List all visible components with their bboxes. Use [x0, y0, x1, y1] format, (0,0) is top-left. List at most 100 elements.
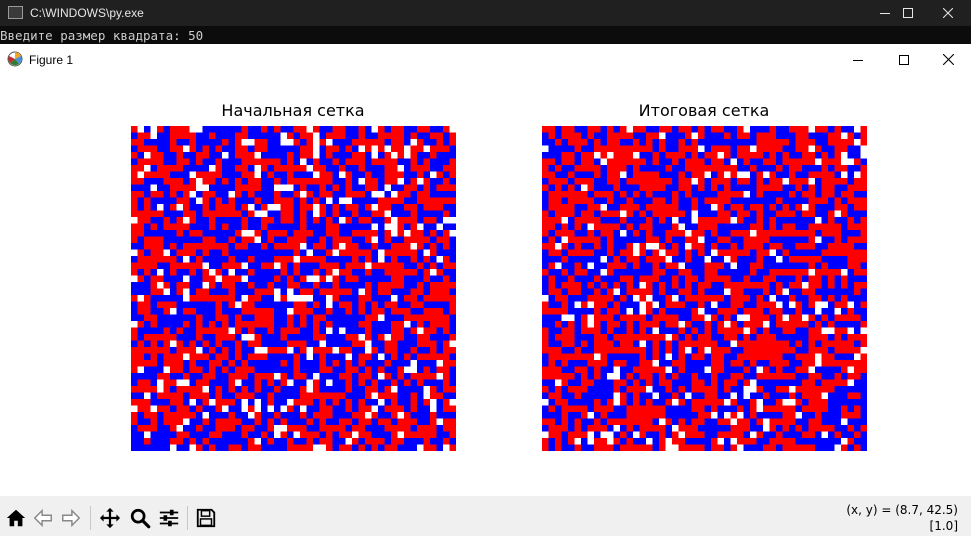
heatmap-cell	[137, 353, 144, 360]
heatmap-cell	[815, 373, 822, 380]
heatmap-cell	[691, 249, 698, 256]
heatmap-cell	[391, 171, 398, 178]
heatmap-cell	[685, 230, 692, 237]
heatmap-cell	[685, 321, 692, 328]
heatmap-cell	[639, 327, 646, 334]
heatmap-cell	[841, 217, 848, 224]
heatmap-cell	[821, 392, 828, 399]
figure-minimize-button[interactable]	[835, 44, 881, 75]
heatmap-cell	[568, 126, 575, 133]
heatmap-cell	[639, 386, 646, 393]
heatmap-cell	[157, 379, 164, 386]
heatmap-cell	[410, 425, 417, 432]
heatmap-cell	[209, 425, 216, 432]
heatmap-cell	[176, 295, 183, 302]
heatmap-cell	[378, 399, 385, 406]
heatmap-cell	[183, 139, 190, 146]
heatmap-cell	[397, 171, 404, 178]
heatmap-cell	[287, 262, 294, 269]
heatmap-cell	[300, 275, 307, 282]
heatmap-cell	[808, 197, 815, 204]
heatmap-cell	[339, 256, 346, 263]
heatmap-cell	[449, 269, 456, 276]
heatmap-cell	[222, 217, 229, 224]
heatmap-cell	[157, 249, 164, 256]
heatmap-cell	[300, 230, 307, 237]
heatmap-cell	[254, 373, 261, 380]
heatmap-cell	[241, 139, 248, 146]
heatmap-cell	[691, 314, 698, 321]
heatmap-cell	[293, 152, 300, 159]
heatmap-cell	[430, 204, 437, 211]
heatmap-cell	[131, 386, 138, 393]
heatmap-cell	[170, 379, 177, 386]
heatmap-cell	[587, 139, 594, 146]
heatmap-cell	[691, 139, 698, 146]
heatmap-cell	[665, 444, 672, 451]
figure-close-button[interactable]	[925, 44, 971, 75]
console-maximize-button[interactable]	[885, 0, 931, 26]
heatmap-initial-grid[interactable]	[131, 126, 456, 451]
heatmap-cell	[542, 243, 549, 250]
heatmap-cell	[613, 243, 620, 250]
heatmap-cell	[410, 308, 417, 315]
heatmap-cell	[802, 412, 809, 419]
heatmap-cell	[724, 197, 731, 204]
heatmap-cell	[137, 126, 144, 133]
heatmap-cell	[209, 152, 216, 159]
heatmap-cell	[685, 308, 692, 315]
heatmap-cell	[235, 256, 242, 263]
heatmap-cell	[756, 210, 763, 217]
figure-maximize-button[interactable]	[881, 44, 927, 75]
heatmap-final-grid[interactable]	[542, 126, 867, 451]
heatmap-cell	[436, 314, 443, 321]
heatmap-cell	[248, 243, 255, 250]
heatmap-cell	[652, 132, 659, 139]
heatmap-cell	[235, 236, 242, 243]
heatmap-cell	[730, 191, 737, 198]
heatmap-cell	[228, 347, 235, 354]
heatmap-cell	[769, 379, 776, 386]
heatmap-cell	[594, 165, 601, 172]
figure-canvas[interactable]: Начальная сетка Итоговая сетка	[0, 75, 971, 496]
close-icon	[942, 54, 954, 65]
heatmap-cell	[574, 425, 581, 432]
heatmap-cell	[711, 438, 718, 445]
heatmap-cell	[449, 392, 456, 399]
heatmap-cell	[365, 347, 372, 354]
heatmap-cell	[613, 373, 620, 380]
heatmap-cell	[378, 431, 385, 438]
console-minimize-button[interactable]	[862, 0, 908, 26]
heatmap-cell	[261, 379, 268, 386]
heatmap-cell	[847, 269, 854, 276]
heatmap-cell	[802, 308, 809, 315]
heatmap-cell	[267, 379, 274, 386]
heatmap-cell	[131, 184, 138, 191]
heatmap-cell	[449, 217, 456, 224]
heatmap-cell	[548, 360, 555, 367]
heatmap-cell	[795, 379, 802, 386]
heatmap-cell	[854, 438, 861, 445]
heatmap-cell	[555, 438, 562, 445]
figure-titlebar[interactable]: Figure 1	[0, 44, 971, 75]
heatmap-cell	[261, 295, 268, 302]
heatmap-cell	[795, 184, 802, 191]
heatmap-cell	[776, 217, 783, 224]
heatmap-cell	[646, 314, 653, 321]
console-close-button[interactable]	[925, 0, 971, 26]
heatmap-cell	[743, 392, 750, 399]
heatmap-cell	[646, 412, 653, 419]
heatmap-cell	[743, 412, 750, 419]
heatmap-cell	[378, 366, 385, 373]
heatmap-cell	[332, 438, 339, 445]
heatmap-cell	[443, 132, 450, 139]
heatmap-cell	[795, 418, 802, 425]
heatmap-cell	[542, 295, 549, 302]
console-titlebar[interactable]: C:\WINDOWS\py.exe	[0, 0, 971, 26]
heatmap-cell	[665, 392, 672, 399]
heatmap-cell	[659, 236, 666, 243]
heatmap-cell	[326, 132, 333, 139]
heatmap-cell	[397, 340, 404, 347]
heatmap-cell	[847, 425, 854, 432]
heatmap-cell	[769, 405, 776, 412]
